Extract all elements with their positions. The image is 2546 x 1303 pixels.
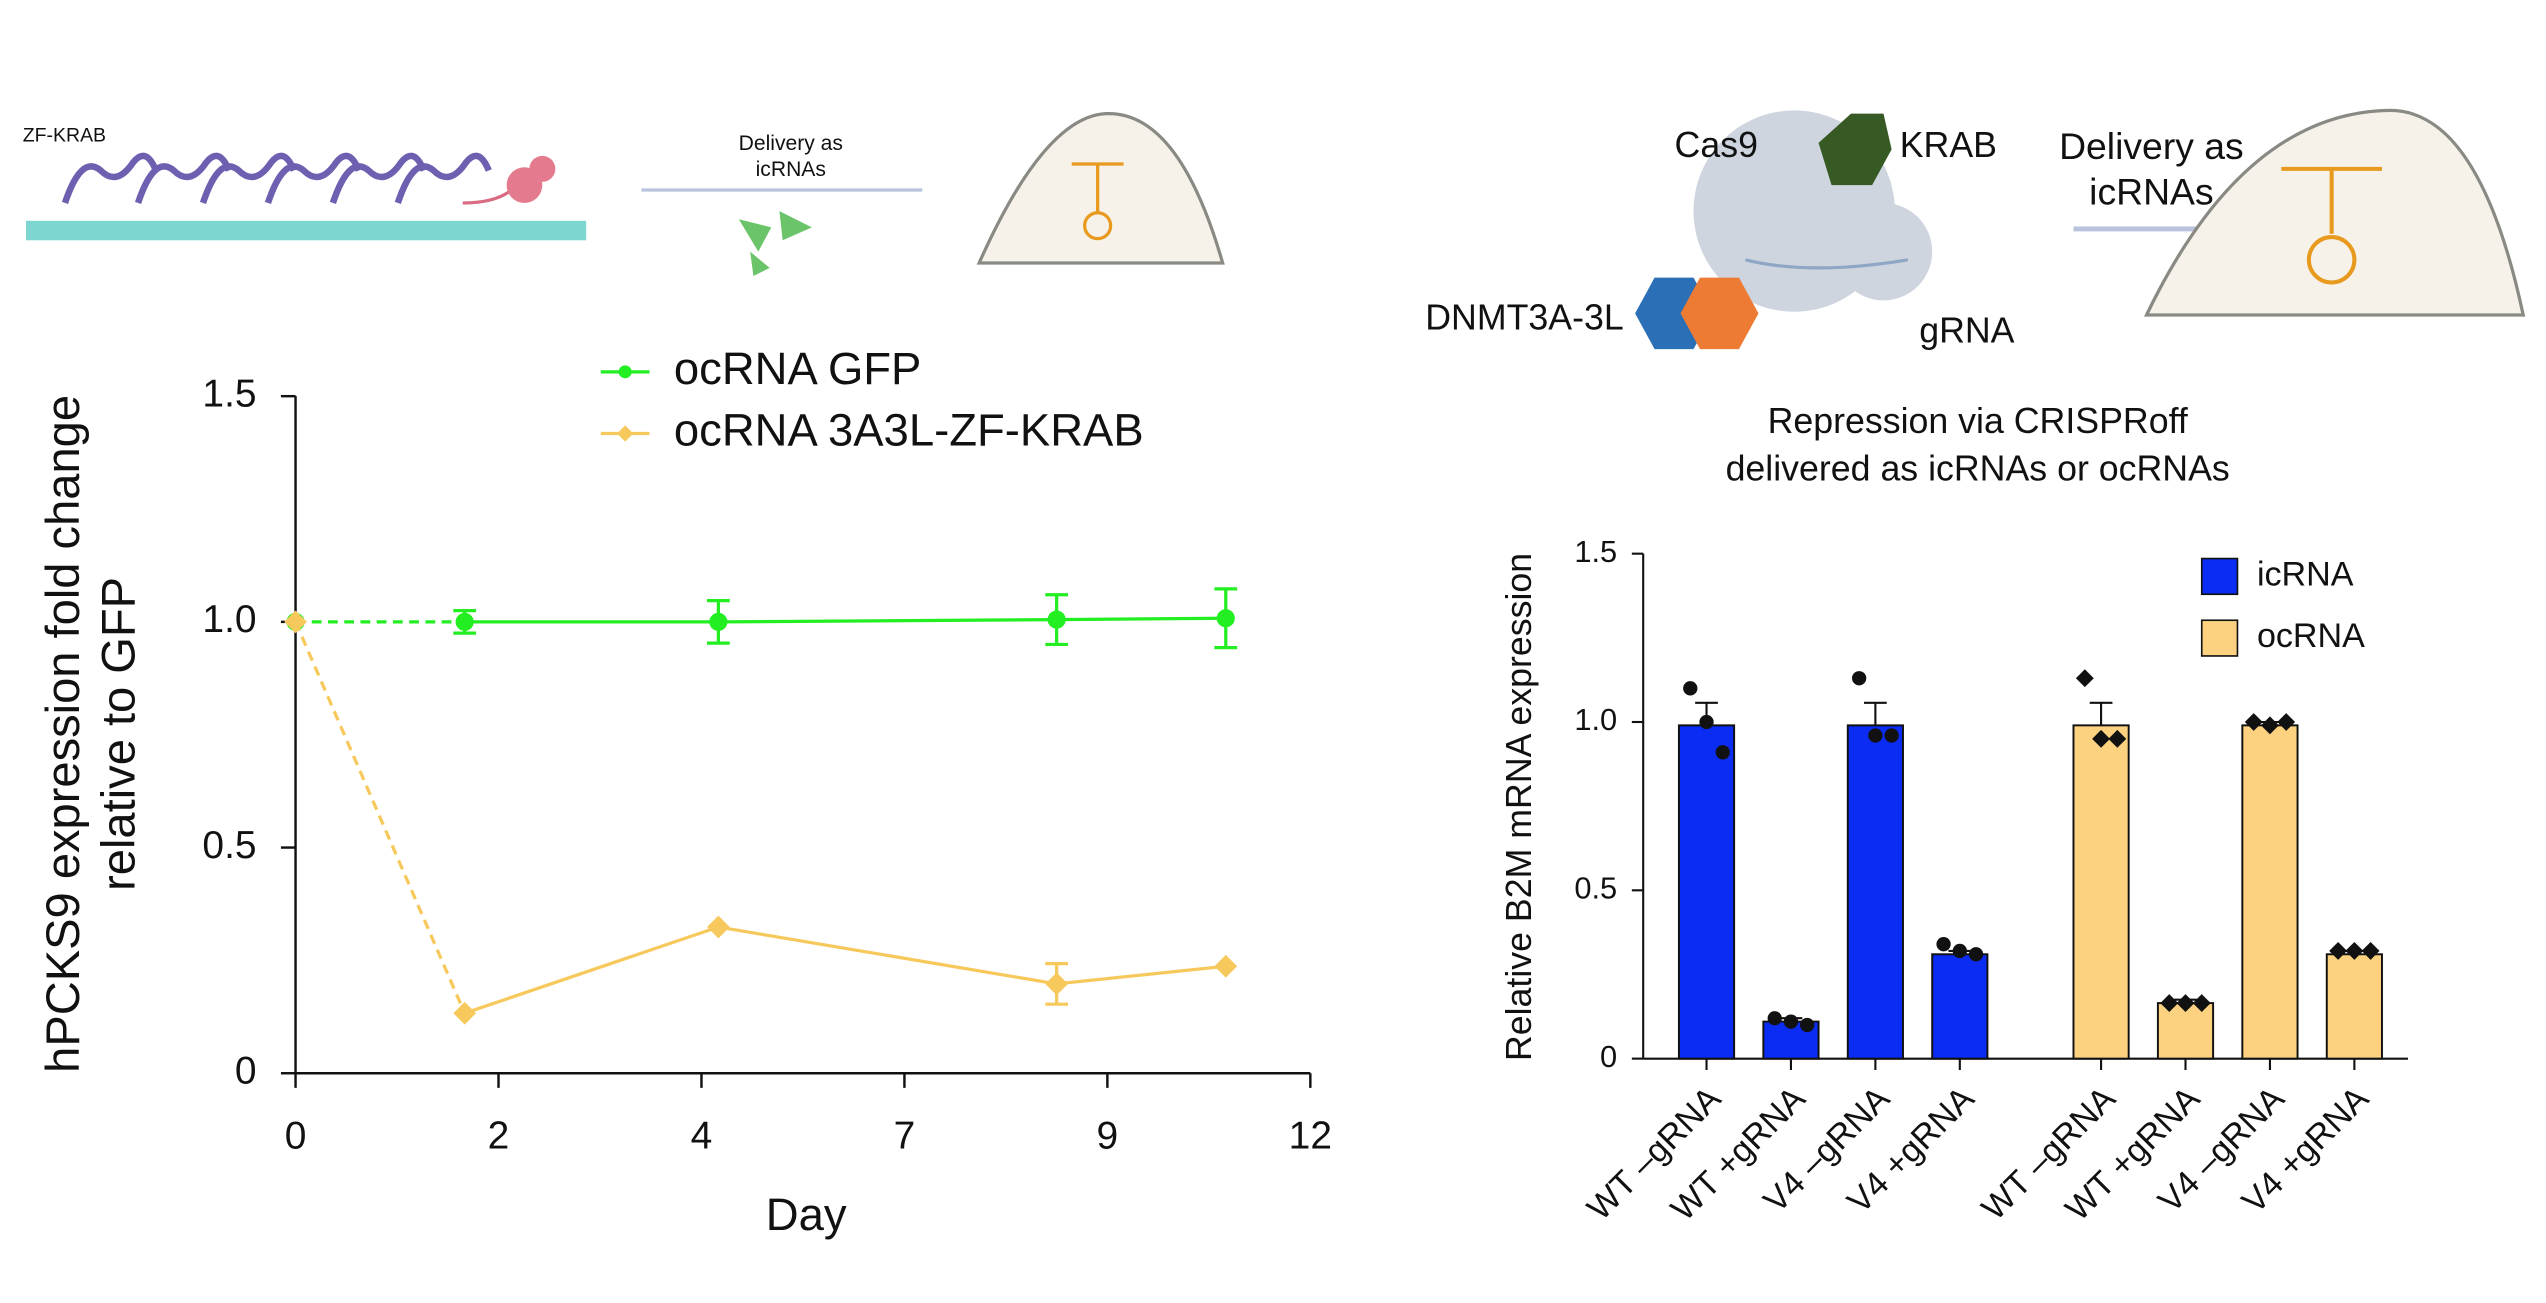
- replicate-point: [1968, 947, 1984, 962]
- legend-label: ocRNA 3A3L-ZF-KRAB: [674, 405, 1144, 456]
- bar: [1846, 724, 1904, 1060]
- y-tick-label: 0.5: [202, 824, 256, 867]
- bar: [2072, 724, 2130, 1060]
- error-bar: [2089, 701, 2113, 726]
- replicate-point: [2108, 729, 2127, 748]
- replicate-point: [1952, 943, 1967, 959]
- diagram-label: DNMT3A-3L: [1425, 297, 1623, 337]
- chart-title: delivered as icRNAs or ocRNAs: [1726, 448, 2230, 488]
- replicate-point: [1783, 1014, 1799, 1029]
- y-axis-label: hPCKS9 expression fold change: [36, 395, 89, 1073]
- arrow-label: icRNAs: [756, 158, 826, 181]
- diagram-label: KRAB: [1900, 125, 1997, 165]
- replicate-point: [1683, 681, 1698, 696]
- replicate-point: [2092, 729, 2111, 748]
- crisproff-diagram: Cas9 KRAB DNMT3A-3L gRNA Delivery as icR…: [1425, 108, 2526, 350]
- marker: [709, 612, 728, 631]
- x-tick-label: 9: [1097, 1114, 1119, 1157]
- legend-label: icRNA: [2257, 555, 2354, 593]
- series-line: [464, 925, 1226, 1015]
- replicate-point: [2176, 994, 2195, 1013]
- replicate-point: [2277, 713, 2296, 731]
- legend-marker: [617, 425, 634, 442]
- legend-swatch: [2200, 619, 2239, 657]
- replicate-point: [1852, 671, 1867, 686]
- replicate-point: [1884, 728, 1899, 743]
- series-line: [464, 616, 1226, 624]
- marker: [1214, 954, 1238, 978]
- y-axis-label: Relative B2M mRNA expression: [1499, 553, 1539, 1061]
- series-line-dashed: [294, 621, 467, 1014]
- dna: [26, 220, 587, 241]
- legend-swatch: [2200, 557, 2239, 596]
- x-tick-label: 12: [1289, 1114, 1332, 1157]
- y-tick-label: 1.5: [1574, 534, 1617, 569]
- x-tick-label: 0: [285, 1114, 307, 1157]
- replicate-point: [2361, 941, 2380, 960]
- bar: [2156, 1002, 2215, 1060]
- bar: [1677, 724, 1736, 1060]
- diagram-label: ZF-KRAB: [23, 125, 106, 147]
- y-tick-label: 1.5: [202, 372, 256, 415]
- y-tick-label: 0: [1600, 1039, 1617, 1074]
- marker: [453, 1001, 477, 1025]
- y-tick-label: 1.0: [202, 598, 256, 641]
- replicate-point: [1767, 1011, 1782, 1026]
- marker: [455, 612, 474, 631]
- error-bar: [1864, 701, 1887, 726]
- marker: [1047, 610, 1066, 629]
- marker: [1045, 972, 1069, 996]
- replicate-point: [1936, 937, 1951, 952]
- bar: [2325, 953, 2383, 1060]
- x-tick-label: 7: [894, 1114, 916, 1157]
- chart-title: Repression via CRISPRoff: [1768, 401, 2188, 441]
- x-tick-label: 2: [488, 1114, 510, 1157]
- arrow-label: Delivery as: [739, 132, 843, 155]
- replicate-point: [2261, 716, 2279, 735]
- replicate-point: [2192, 994, 2211, 1013]
- marker: [707, 915, 730, 939]
- bar: [2241, 724, 2299, 1060]
- marker: [1216, 609, 1235, 628]
- diagram-label: Cas9: [1675, 125, 1758, 165]
- y-tick-label: 0.5: [1574, 870, 1617, 905]
- y-axis-label: relative to GFP: [91, 577, 144, 891]
- x-axis-label: Day: [766, 1189, 847, 1240]
- diagram-label: gRNA: [1919, 310, 2014, 350]
- replicate-point: [2345, 941, 2364, 960]
- legend-marker: [618, 365, 632, 379]
- replicate-point: [1699, 714, 1714, 730]
- y-tick-label: 1.0: [1574, 702, 1617, 737]
- replicate-point: [1715, 745, 1730, 760]
- replicate-point: [2075, 669, 2094, 688]
- arrow-label: icRNAs: [2089, 171, 2213, 213]
- y-tick-label: 0: [235, 1050, 257, 1093]
- replicate-point: [1800, 1017, 1815, 1033]
- legend-label: ocRNA: [2257, 617, 2365, 655]
- zf-krab-diagram: ZF-KRAB Delivery as icRNAs: [23, 112, 1225, 277]
- bar: [1931, 953, 1989, 1060]
- marker: [284, 610, 307, 634]
- legend-label: ocRNA GFP: [674, 343, 922, 394]
- arrow-label: Delivery as: [2059, 125, 2244, 167]
- x-tick-label: 4: [691, 1114, 713, 1157]
- replicate-point: [1868, 728, 1883, 743]
